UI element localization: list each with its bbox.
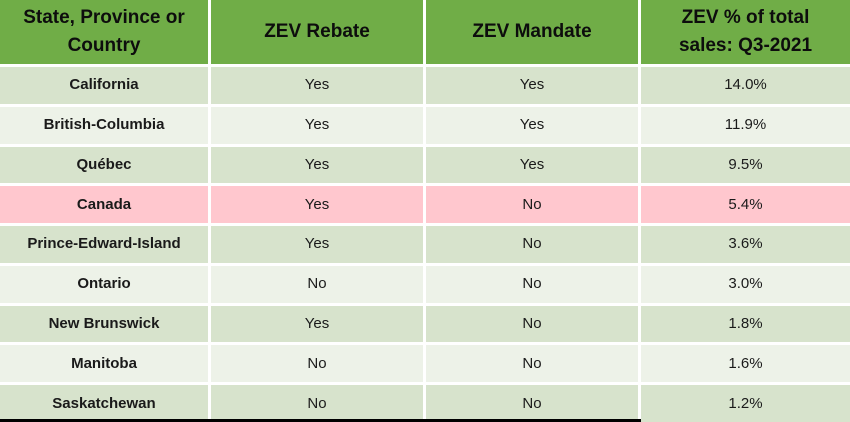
region-cell: Québec <box>0 146 208 184</box>
column-header-rebate: ZEV Rebate <box>211 0 423 64</box>
region-cell: Canada <box>0 186 208 224</box>
column-header-region: State, Province or Country <box>0 0 208 64</box>
rebate-cell: Yes <box>211 106 423 144</box>
share-cell: 1.2% <box>641 385 850 422</box>
mandate-cell: No <box>426 186 638 224</box>
share-cell: 1.8% <box>641 305 850 343</box>
rebate-cell: No <box>211 385 423 422</box>
share-cell: 3.0% <box>641 265 850 303</box>
mandate-cell: Yes <box>426 67 638 104</box>
mandate-cell: No <box>426 226 638 263</box>
rebate-cell: No <box>211 265 423 303</box>
region-cell: New Brunswick <box>0 305 208 343</box>
column-header-share: ZEV % of total sales: Q3-2021 <box>641 0 850 64</box>
share-cell: 11.9% <box>641 106 850 144</box>
mandate-cell: Yes <box>426 106 638 144</box>
rebate-cell: Yes <box>211 226 423 263</box>
region-cell: Manitoba <box>0 345 208 383</box>
region-cell: Saskatchewan <box>0 385 208 422</box>
region-cell: British-Columbia <box>0 106 208 144</box>
table-bottom-border <box>0 419 641 422</box>
share-cell: 5.4% <box>641 186 850 224</box>
rebate-cell: Yes <box>211 186 423 224</box>
region-cell: Ontario <box>0 265 208 303</box>
share-cell: 3.6% <box>641 226 850 263</box>
share-cell: 1.6% <box>641 345 850 383</box>
mandate-cell: No <box>426 265 638 303</box>
rebate-cell: Yes <box>211 305 423 343</box>
mandate-cell: Yes <box>426 146 638 184</box>
region-cell: California <box>0 67 208 104</box>
share-cell: 9.5% <box>641 146 850 184</box>
rebate-cell: No <box>211 345 423 383</box>
rebate-cell: Yes <box>211 67 423 104</box>
mandate-cell: No <box>426 305 638 343</box>
mandate-cell: No <box>426 385 638 422</box>
region-cell: Prince-Edward-Island <box>0 226 208 263</box>
share-cell: 14.0% <box>641 67 850 104</box>
rebate-cell: Yes <box>211 146 423 184</box>
mandate-cell: No <box>426 345 638 383</box>
column-header-mandate: ZEV Mandate <box>426 0 638 64</box>
